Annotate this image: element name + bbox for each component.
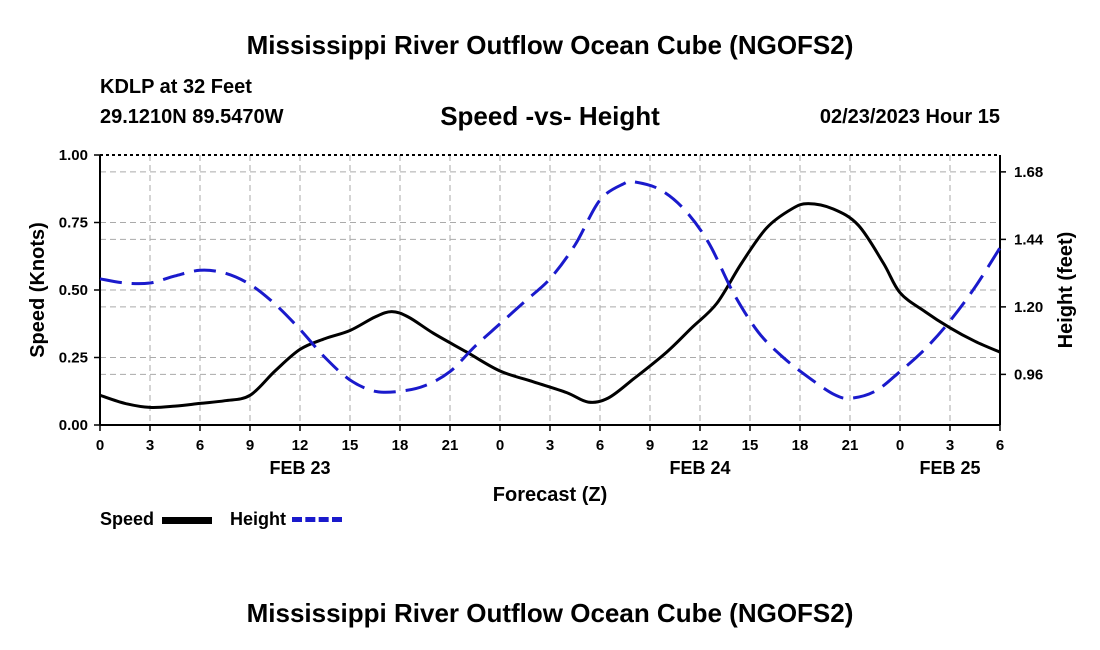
x-tick-label: 9 [246,437,254,454]
x-tick-label: 15 [342,437,359,454]
forecast-datetime: 02/23/2023 Hour 15 [819,106,1000,128]
legend-speed-label: Speed [100,509,155,529]
station-label: KDLP at 32 Feet [100,76,252,98]
x-date-label: FEB 25 [919,458,980,478]
chart-subtitle: Speed -vs- Height [440,101,660,131]
y2-tick-label: 0.96 [1014,366,1043,383]
x-tick-label: 6 [196,437,204,454]
x-tick-label: 15 [742,437,759,454]
x-tick-label: 0 [496,437,504,454]
y-tick-label: 0.25 [59,350,88,367]
x-tick-label: 3 [546,437,554,454]
y-tick-label: 1.00 [59,147,88,164]
x-axis-label: Forecast (Z) [493,484,607,506]
x-tick-label: 3 [146,437,154,454]
series-line-speed [99,202,1001,410]
legend-speed-swatch [162,517,212,524]
x-tick-label: 18 [392,437,409,454]
y2-tick-label: 1.20 [1014,299,1043,316]
x-tick-label: 3 [946,437,954,454]
x-tick-label: 9 [646,437,654,454]
y-tick-label: 0.75 [59,215,88,232]
y2-tick-label: 1.68 [1014,164,1043,181]
y-tick-label: 0.00 [59,417,88,434]
x-tick-label: 0 [96,437,104,454]
y-tick-label: 0.50 [59,282,88,299]
legend-height-swatch [292,517,342,522]
y2-axis-label: Height (feet) [1055,232,1077,349]
x-tick-label: 21 [842,437,859,454]
x-date-label: FEB 24 [669,458,730,478]
footer-title: Mississippi River Outflow Ocean Cube (NG… [246,598,854,628]
x-tick-label: 6 [996,437,1004,454]
x-tick-label: 12 [292,437,309,454]
x-tick-label: 21 [442,437,459,454]
x-date-label: FEB 23 [269,458,330,478]
y2-tick-label: 1.44 [1014,231,1044,248]
chart-title: Mississippi River Outflow Ocean Cube (NG… [246,30,854,60]
x-tick-label: 6 [596,437,604,454]
series-line-height [99,179,1002,400]
station-coordinates: 29.1210N 89.5470W [100,106,284,128]
x-tick-label: 12 [692,437,709,454]
x-tick-label: 0 [896,437,904,454]
y-axis-label: Speed (Knots) [27,222,49,358]
legend-height-label: Height [230,509,286,529]
x-tick-label: 18 [792,437,809,454]
